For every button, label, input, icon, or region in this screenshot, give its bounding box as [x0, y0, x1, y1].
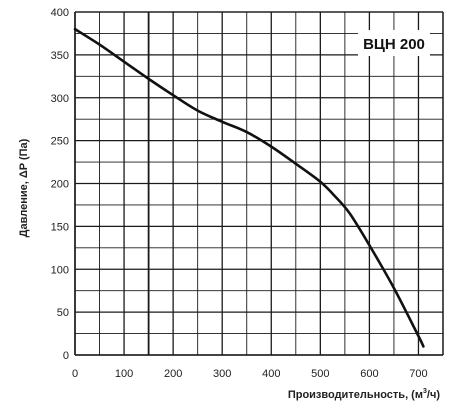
- x-tick-label: 100: [115, 368, 133, 380]
- y-tick-label: 150: [51, 221, 69, 233]
- grid: [74, 11, 444, 356]
- x-axis-label-prefix: Производительность, (м: [288, 389, 423, 401]
- x-tick-label: 700: [409, 368, 427, 380]
- x-tick-label: 400: [262, 368, 280, 380]
- tick-labels: 0 100 200 300 400 500 600 700 0 50 100 150 200 250 300…: [51, 7, 428, 380]
- x-tick-label: 300: [213, 368, 231, 380]
- x-axis-label-superscript: 3: [423, 388, 427, 395]
- y-tick-label: 400: [51, 7, 69, 19]
- y-tick-label: 300: [51, 93, 69, 105]
- y-tick-label: 100: [51, 264, 69, 276]
- y-tick-label: 200: [51, 179, 69, 191]
- model-label-box: ВЦН 200: [358, 30, 430, 56]
- chart-title: ВЦН 200: [363, 36, 425, 53]
- y-tick-label: 50: [57, 307, 69, 319]
- y-axis-label: Давление, ΔP (Па): [18, 138, 30, 237]
- x-axis-label: Производительность, (м3/ч): [288, 388, 441, 401]
- y-tick-label: 250: [51, 136, 69, 148]
- y-tick-label: 350: [51, 50, 69, 62]
- y-tick-label: 0: [63, 350, 69, 362]
- x-tick-label: 500: [311, 368, 329, 380]
- pressure-curve-line: [73, 27, 425, 348]
- x-tick-label: 200: [164, 368, 182, 380]
- x-tick-label: 600: [360, 368, 378, 380]
- x-tick-label: 0: [72, 368, 78, 380]
- x-axis-label-suffix: /ч): [427, 389, 440, 401]
